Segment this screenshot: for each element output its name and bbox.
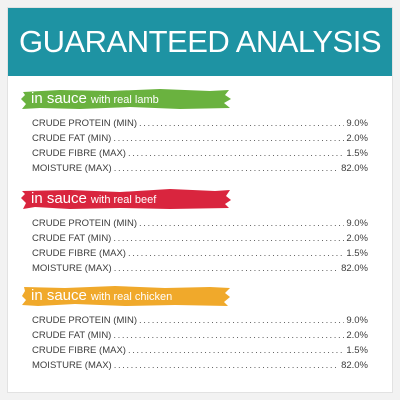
- header-bar: GUARANTEED ANALYSIS: [8, 8, 392, 76]
- nutrient-row: CRUDE FIBRE (MAX) 1.5%: [32, 248, 368, 263]
- nutrient-label: MOISTURE (MAX): [32, 263, 112, 274]
- nutrient-row: CRUDE FAT (MIN) 2.0%: [32, 133, 368, 148]
- dot-leader: [114, 263, 339, 274]
- dot-leader: [114, 360, 339, 371]
- nutrient-label: CRUDE PROTEIN (MIN): [32, 218, 138, 229]
- nutrient-label: MOISTURE (MAX): [32, 360, 112, 371]
- nutrient-label: CRUDE FIBRE (MAX): [32, 148, 126, 159]
- banner-subtitle: with real beef: [90, 194, 157, 206]
- dot-leader: [113, 233, 344, 244]
- nutrient-label: MOISTURE (MAX): [32, 163, 112, 174]
- brush-stroke-banner: [21, 189, 231, 209]
- nutrient-label: CRUDE FAT (MIN): [32, 330, 112, 341]
- nutrient-label: CRUDE FIBRE (MAX): [32, 345, 126, 356]
- dot-leader: [128, 345, 344, 356]
- banner-subtitle: with real chicken: [90, 291, 173, 303]
- dot-leader: [139, 315, 344, 326]
- banner-subtitle: with real lamb: [90, 94, 159, 106]
- nutrient-row: MOISTURE (MAX) 82.0%: [32, 163, 368, 178]
- banner-title: in sauce: [31, 287, 87, 304]
- nutrient-label: CRUDE FAT (MIN): [32, 233, 112, 244]
- dot-leader: [139, 218, 344, 229]
- dot-leader: [128, 248, 344, 259]
- nutrient-value: 9.0%: [346, 118, 368, 129]
- nutrient-list: CRUDE PROTEIN (MIN) 9.0% CRUDE FAT (MIN) 2…: [32, 218, 368, 278]
- dot-leader: [128, 148, 344, 159]
- brush-stroke-banner: [22, 286, 230, 306]
- nutrient-row: CRUDE PROTEIN (MIN) 9.0%: [32, 218, 368, 233]
- section-banner: in sauce with real beef: [20, 188, 232, 210]
- dot-leader: [114, 163, 339, 174]
- dot-leader: [139, 118, 344, 129]
- nutrient-value: 82.0%: [341, 360, 368, 371]
- guaranteed-analysis-panel: GUARANTEED ANALYSIS in sauce with real la…: [7, 7, 393, 393]
- nutrient-value: 1.5%: [346, 148, 368, 159]
- section-banner: in sauce with real lamb: [20, 88, 232, 110]
- nutrient-value: 9.0%: [346, 218, 368, 229]
- nutrient-label: CRUDE PROTEIN (MIN): [32, 315, 138, 326]
- nutrient-row: CRUDE FIBRE (MAX) 1.5%: [32, 148, 368, 163]
- nutrient-value: 82.0%: [341, 263, 368, 274]
- nutrient-list: CRUDE PROTEIN (MIN) 9.0% CRUDE FAT (MIN) 2…: [32, 118, 368, 178]
- brush-stroke-banner: [21, 89, 231, 109]
- nutrient-row: CRUDE PROTEIN (MIN) 9.0%: [32, 315, 368, 330]
- nutrient-value: 2.0%: [346, 233, 368, 244]
- nutrient-row: CRUDE FAT (MIN) 2.0%: [32, 330, 368, 345]
- nutrient-value: 2.0%: [346, 133, 368, 144]
- nutrient-list: CRUDE PROTEIN (MIN) 9.0% CRUDE FAT (MIN) 2…: [32, 315, 368, 375]
- banner-title: in sauce: [31, 90, 87, 107]
- nutrient-value: 9.0%: [346, 315, 368, 326]
- section-banner: in sauce with real chicken: [20, 285, 232, 307]
- nutrient-row: MOISTURE (MAX) 82.0%: [32, 360, 368, 375]
- banner-title: in sauce: [31, 190, 87, 207]
- nutrient-label: CRUDE PROTEIN (MIN): [32, 118, 138, 129]
- nutrient-row: CRUDE FAT (MIN) 2.0%: [32, 233, 368, 248]
- nutrient-value: 1.5%: [346, 345, 368, 356]
- nutrient-value: 2.0%: [346, 330, 368, 341]
- page-title: GUARANTEED ANALYSIS: [18, 24, 382, 59]
- nutrient-label: CRUDE FAT (MIN): [32, 133, 112, 144]
- nutrient-value: 1.5%: [346, 248, 368, 259]
- nutrient-label: CRUDE FIBRE (MAX): [32, 248, 126, 259]
- nutrient-value: 82.0%: [341, 163, 368, 174]
- nutrient-row: MOISTURE (MAX) 82.0%: [32, 263, 368, 278]
- nutrient-row: CRUDE PROTEIN (MIN) 9.0%: [32, 118, 368, 133]
- dot-leader: [113, 133, 344, 144]
- nutrient-row: CRUDE FIBRE (MAX) 1.5%: [32, 345, 368, 360]
- dot-leader: [113, 330, 344, 341]
